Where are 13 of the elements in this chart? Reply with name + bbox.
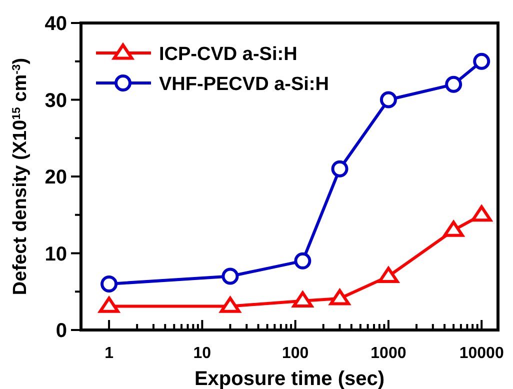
x-tick-label: 10 bbox=[193, 345, 212, 362]
y-tick-label: 0 bbox=[56, 320, 67, 342]
x-tick-label: 1000 bbox=[370, 345, 406, 362]
y-tick-label: 40 bbox=[44, 13, 67, 35]
x-tick-label: 1 bbox=[104, 345, 114, 362]
x-tick-label: 100 bbox=[282, 345, 309, 362]
x-tick-label: 10000 bbox=[459, 345, 504, 362]
y-tick-label: 30 bbox=[44, 90, 67, 112]
x-axis-title: Exposure time (sec) bbox=[194, 368, 385, 389]
legend-label: ICP-CVD a-Si:H bbox=[159, 44, 298, 65]
legend-label: VHF-PECVD a-Si:H bbox=[159, 74, 329, 95]
y-tick-label: 10 bbox=[44, 243, 67, 266]
y-tick-label: 20 bbox=[44, 166, 67, 188]
